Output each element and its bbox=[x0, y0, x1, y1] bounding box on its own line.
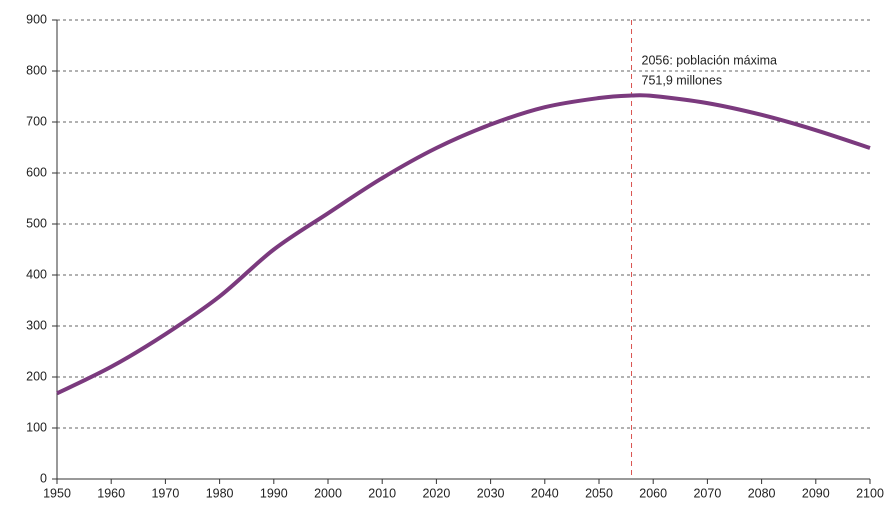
x-tick-label: 1950 bbox=[43, 486, 71, 500]
x-tick-label: 2030 bbox=[477, 486, 505, 500]
x-tick-label: 2000 bbox=[314, 486, 342, 500]
x-tick-label: 2010 bbox=[368, 486, 396, 500]
y-tick-label: 400 bbox=[26, 267, 47, 281]
x-tick-label: 2060 bbox=[639, 486, 667, 500]
y-tick-label: 600 bbox=[26, 165, 47, 179]
x-tick-label: 2100 bbox=[856, 486, 884, 500]
annotation: 2056: población máxima bbox=[642, 53, 778, 67]
x-tick-label: 2020 bbox=[422, 486, 450, 500]
y-tick-label: 0 bbox=[40, 471, 47, 485]
y-tick-label: 900 bbox=[26, 12, 47, 26]
y-tick-label: 200 bbox=[26, 369, 47, 383]
x-tick-label: 2050 bbox=[585, 486, 613, 500]
line-series bbox=[56, 93, 871, 396]
y-tick-label: 100 bbox=[26, 420, 47, 434]
y-tick-label: 500 bbox=[26, 216, 47, 230]
y-tick-label: 800 bbox=[26, 63, 47, 77]
x-tick-label: 1980 bbox=[206, 486, 234, 500]
x-tick-label: 1970 bbox=[151, 486, 179, 500]
x-tick-label: 1960 bbox=[97, 486, 125, 500]
x-tick-label: 2040 bbox=[531, 486, 559, 500]
x-tick-label: 2090 bbox=[802, 486, 830, 500]
y-tick-label: 700 bbox=[26, 114, 47, 128]
x-tick-label: 1990 bbox=[260, 486, 288, 500]
annotation: 751,9 millones bbox=[642, 73, 723, 87]
x-tick-label: 2080 bbox=[748, 486, 776, 500]
y-tick-label: 300 bbox=[26, 318, 47, 332]
x-tick-label: 2070 bbox=[693, 486, 721, 500]
